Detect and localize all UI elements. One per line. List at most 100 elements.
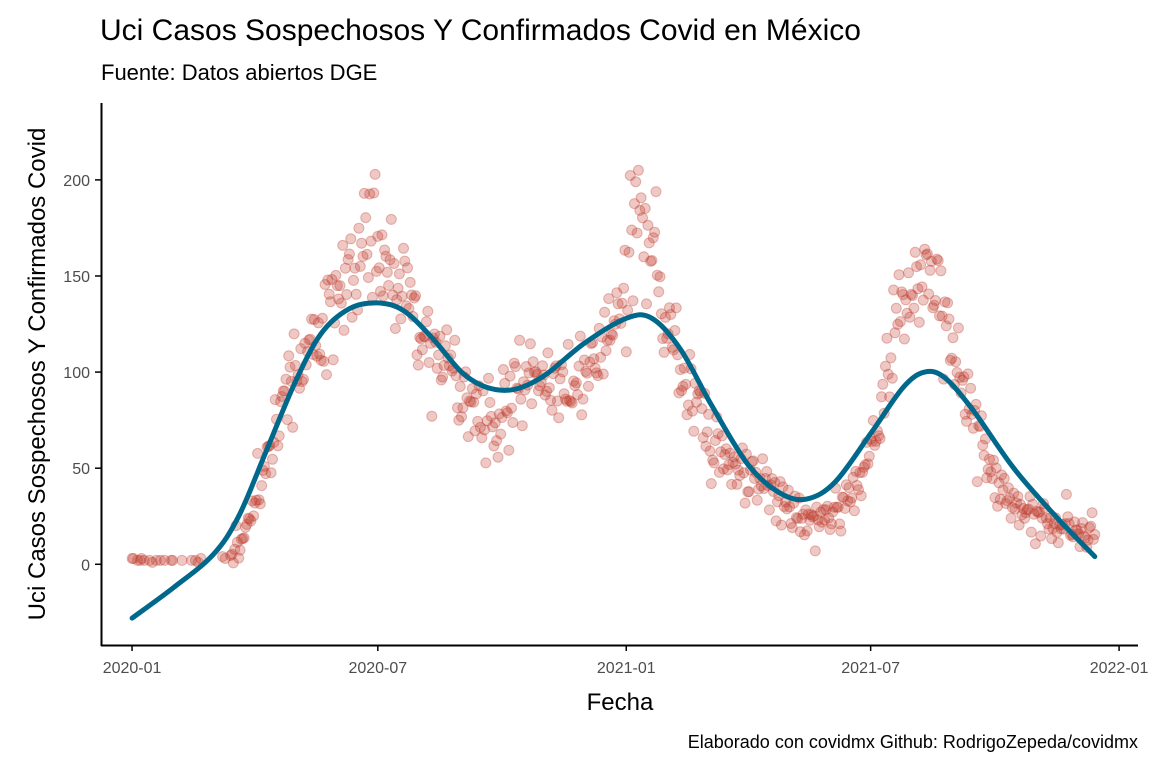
data-point bbox=[921, 248, 933, 260]
data-point bbox=[190, 554, 201, 566]
data-point bbox=[722, 464, 733, 476]
data-point bbox=[453, 414, 465, 426]
data-point bbox=[1015, 498, 1026, 510]
data-point bbox=[776, 519, 787, 531]
data-point bbox=[674, 364, 686, 376]
y-tick-label: 150 bbox=[63, 269, 90, 286]
data-point bbox=[393, 268, 405, 280]
data-point bbox=[441, 324, 453, 336]
data-point bbox=[1021, 504, 1033, 516]
data-point bbox=[882, 368, 894, 380]
data-point bbox=[537, 360, 548, 372]
data-point bbox=[326, 274, 338, 285]
data-point bbox=[611, 287, 623, 299]
data-point bbox=[527, 356, 539, 368]
data-point bbox=[939, 296, 951, 308]
data-point bbox=[566, 397, 578, 409]
data-point bbox=[411, 349, 423, 361]
data-point bbox=[588, 353, 600, 365]
data-point bbox=[616, 297, 628, 309]
data-point bbox=[739, 497, 751, 509]
data-point bbox=[631, 227, 643, 239]
data-point bbox=[732, 464, 744, 476]
data-point bbox=[998, 472, 1010, 484]
data-point bbox=[1027, 498, 1039, 510]
data-point bbox=[928, 299, 940, 311]
data-point bbox=[916, 281, 928, 293]
data-point bbox=[982, 463, 994, 475]
data-point bbox=[327, 354, 339, 366]
data-point bbox=[339, 262, 351, 274]
data-point bbox=[420, 316, 432, 328]
data-point bbox=[284, 361, 296, 373]
data-point bbox=[488, 440, 500, 452]
data-point bbox=[713, 466, 725, 478]
data-point bbox=[770, 515, 782, 527]
data-point bbox=[1036, 512, 1048, 524]
data-point bbox=[1075, 523, 1087, 534]
data-point bbox=[846, 492, 858, 504]
data-point bbox=[277, 385, 289, 397]
data-point bbox=[341, 289, 353, 300]
data-point bbox=[410, 290, 422, 302]
data-point bbox=[635, 192, 647, 204]
data-point bbox=[434, 330, 446, 342]
data-point bbox=[127, 553, 139, 564]
data-point bbox=[361, 248, 373, 260]
data-point bbox=[838, 492, 850, 503]
data-point bbox=[1012, 491, 1024, 502]
data-point bbox=[350, 288, 362, 300]
data-point bbox=[1083, 522, 1095, 534]
data-point bbox=[1062, 511, 1074, 523]
data-point bbox=[653, 286, 665, 298]
data-point bbox=[988, 454, 999, 466]
data-point bbox=[269, 394, 281, 406]
data-point bbox=[487, 421, 499, 433]
smooth-trend-line bbox=[129, 300, 1098, 621]
data-point bbox=[372, 230, 384, 242]
data-point bbox=[560, 393, 571, 405]
data-point bbox=[628, 198, 640, 210]
data-point bbox=[1069, 516, 1080, 528]
data-point bbox=[943, 313, 955, 325]
data-point bbox=[484, 397, 496, 408]
data-point bbox=[515, 393, 527, 405]
data-point bbox=[562, 338, 574, 350]
data-point bbox=[603, 293, 615, 305]
data-point bbox=[1025, 526, 1037, 538]
data-point bbox=[539, 389, 551, 401]
data-point bbox=[249, 497, 261, 509]
data-point bbox=[958, 371, 970, 383]
data-point bbox=[384, 254, 396, 266]
data-point bbox=[283, 350, 295, 362]
data-point bbox=[500, 405, 512, 417]
data-point bbox=[1004, 492, 1016, 504]
data-point bbox=[691, 396, 702, 408]
data-point bbox=[886, 372, 898, 384]
data-point bbox=[605, 328, 617, 340]
data-point bbox=[723, 459, 735, 470]
data-point bbox=[1043, 523, 1055, 535]
data-point bbox=[568, 375, 580, 387]
data-point bbox=[696, 403, 708, 415]
data-points bbox=[126, 164, 1101, 569]
data-point bbox=[623, 246, 635, 258]
data-point bbox=[981, 472, 993, 484]
data-point bbox=[664, 302, 675, 314]
data-point bbox=[353, 222, 365, 234]
data-point bbox=[476, 432, 488, 444]
data-point bbox=[570, 377, 582, 389]
data-point bbox=[516, 420, 528, 432]
data-point bbox=[572, 389, 584, 401]
data-point bbox=[707, 454, 719, 466]
data-point bbox=[176, 554, 188, 566]
data-point bbox=[1032, 507, 1044, 518]
data-point bbox=[354, 260, 366, 272]
data-point bbox=[639, 202, 651, 214]
data-point bbox=[880, 360, 891, 372]
data-point bbox=[673, 387, 685, 399]
data-point bbox=[888, 284, 900, 296]
data-point bbox=[909, 246, 921, 258]
data-point bbox=[863, 450, 875, 462]
data-point bbox=[507, 417, 519, 428]
